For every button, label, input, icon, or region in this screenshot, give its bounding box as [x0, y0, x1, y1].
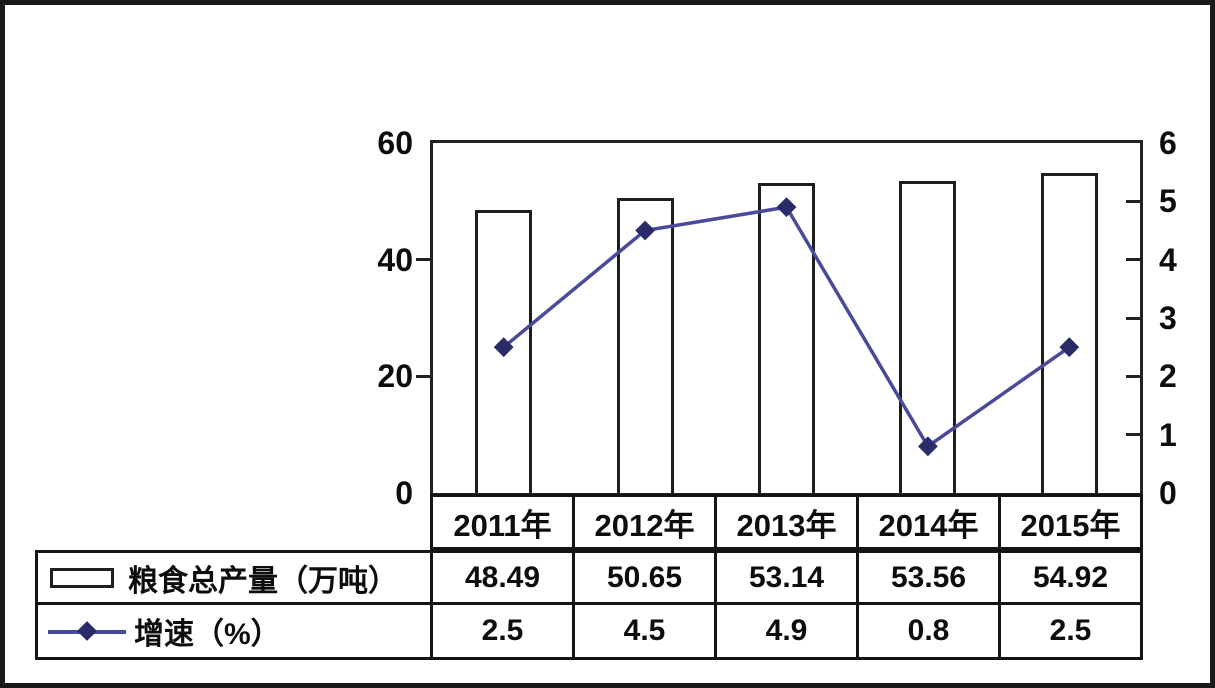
- right-axis-tick-label: 5: [1159, 183, 1177, 220]
- right-axis-tick-label: 2: [1159, 358, 1177, 395]
- right-axis-tick: [1126, 199, 1140, 203]
- table-row-production: 粮食总产量（万吨） 48.49 50.65 53.14 53.56 54.92: [38, 553, 1140, 605]
- production-values: 48.49 50.65 53.14 53.56 54.92: [430, 553, 1140, 602]
- bar-2011年: [475, 210, 533, 493]
- bar-2013年: [758, 183, 815, 493]
- table-row-growth: 增速（%） 2.5 4.5 4.9 0.8 2.5: [38, 605, 1140, 657]
- growth-legend: 增速（%）: [38, 605, 430, 657]
- right-axis-tick-label: 3: [1159, 300, 1177, 336]
- growth-legend-label: 增速（%）: [134, 618, 281, 651]
- line-marker-2013年: [776, 197, 797, 218]
- growth-line-layer: [493, 197, 1080, 457]
- line-marker-2012年: [635, 220, 655, 241]
- production-value-cell: 50.65: [572, 553, 714, 602]
- diamond-marker-icon: [77, 621, 97, 641]
- year-header-cell: 2014年: [856, 497, 998, 547]
- year-header-cell: 2015年: [998, 497, 1140, 547]
- bar-legend-swatch-icon: [50, 567, 114, 588]
- right-axis-tick: [1126, 433, 1140, 437]
- right-axis-tick: [1126, 316, 1140, 320]
- left-axis-tick-label: 60: [377, 125, 413, 161]
- right-axis-tick: [1126, 258, 1140, 262]
- year-header-row: 2011年 2012年 2013年 2014年 2015年: [430, 494, 1143, 550]
- year-header-cell: 2012年: [572, 497, 714, 547]
- growth-value-cell: 2.5: [430, 605, 572, 657]
- production-value-cell: 53.14: [714, 553, 856, 602]
- left-axis-tick-label: 0: [395, 475, 413, 511]
- bar-2015年: [1040, 172, 1098, 493]
- line-marker-2014年: [918, 436, 938, 457]
- production-legend: 粮食总产量（万吨）: [38, 553, 430, 602]
- line-legend-swatch-icon: [48, 621, 126, 641]
- production-value-cell: 54.92: [998, 553, 1140, 602]
- growth-values: 2.5 4.5 4.9 0.8 2.5: [430, 605, 1140, 657]
- plot-area: [430, 140, 1143, 496]
- left-axis-tick-label: 20: [377, 358, 413, 395]
- right-axis-tick-label: 4: [1159, 241, 1177, 278]
- growth-value-cell: 4.9: [714, 605, 856, 657]
- data-table: 粮食总产量（万吨） 48.49 50.65 53.14 53.56 54.92 增速（%…: [35, 550, 1143, 660]
- production-value-cell: 48.49: [430, 553, 572, 602]
- left-axis-tick-label: 40: [377, 241, 413, 278]
- production-value-cell: 53.56: [856, 553, 998, 602]
- right-axis-tick: [1126, 374, 1140, 378]
- left-axis-tick: [416, 374, 430, 378]
- right-axis-tick-label: 1: [1159, 416, 1177, 453]
- year-header-cell: 2013年: [714, 497, 856, 547]
- right-axis-tick-label: 6: [1159, 125, 1177, 161]
- year-header-cell: 2011年: [453, 507, 552, 543]
- growth-value-cell: 0.8: [856, 605, 998, 657]
- growth-value-cell: 4.5: [572, 605, 714, 657]
- growth-value-cell: 2.5: [998, 605, 1140, 657]
- left-axis-tick: [416, 258, 430, 262]
- growth-line: [502, 205, 1071, 449]
- production-legend-label: 粮食总产量（万吨）: [128, 564, 398, 598]
- right-axis-tick-label: 0: [1159, 475, 1177, 511]
